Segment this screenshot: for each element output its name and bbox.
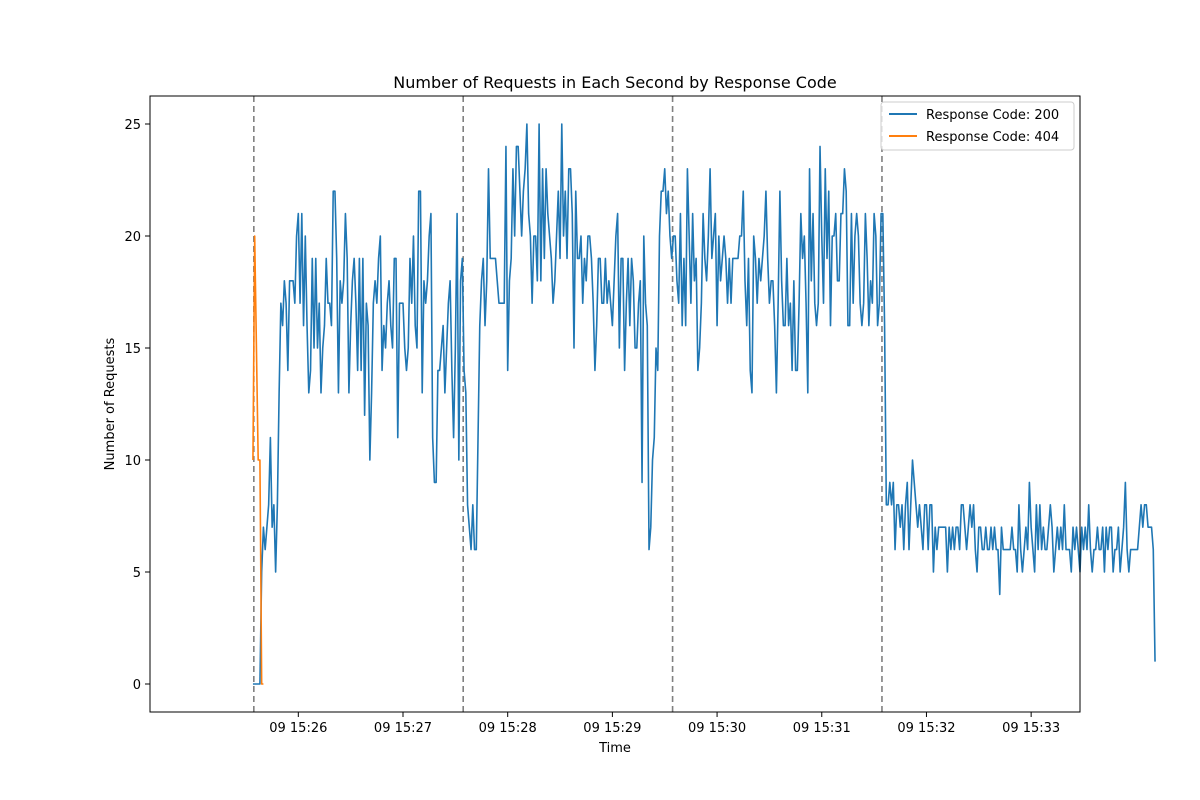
y-tick-label: 10	[124, 454, 141, 469]
x-tick-label: 09 15:28	[479, 721, 537, 736]
plot-frame	[149, 95, 1081, 713]
x-tick-label: 09 15:27	[374, 721, 432, 736]
x-tick-label: 09 15:33	[1002, 721, 1060, 736]
series-lines	[252, 123, 1156, 685]
legend-label-response-200: Response Code: 200	[926, 108, 1059, 123]
plot-area	[150, 96, 1080, 712]
legend-label-response-404: Response Code: 404	[926, 130, 1059, 145]
x-tick-label: 09 15:29	[583, 721, 641, 736]
x-axis-ticks: 09 15:26 09 15:27 09 15:28 09 15:29 09 15:30…	[269, 712, 1060, 736]
series-line-response-200	[252, 123, 1156, 685]
y-tick-label: 5	[133, 566, 141, 581]
y-tick-label: 15	[124, 342, 141, 357]
x-tick-label: 09 15:26	[269, 721, 327, 736]
x-tick-label: 09 15:32	[897, 721, 955, 736]
legend-box	[880, 101, 1075, 151]
x-tick-label: 09 15:31	[793, 721, 851, 736]
y-axis-title: Number of Requests	[103, 337, 118, 470]
y-tick-label: 0	[133, 678, 141, 693]
x-tick-label: 09 15:30	[688, 721, 746, 736]
x-axis-title: Time	[598, 741, 631, 756]
period-markers	[253, 96, 883, 712]
legend: Response Code: 200 Response Code: 404	[880, 101, 1075, 151]
y-axis-ticks: 0 5 10 15 20 25	[124, 118, 150, 693]
y-tick-label: 20	[124, 230, 141, 245]
chart-title: Number of Requests in Each Second by Res…	[393, 73, 836, 92]
y-tick-label: 25	[124, 118, 141, 133]
series-line-response-404	[252, 235, 264, 685]
